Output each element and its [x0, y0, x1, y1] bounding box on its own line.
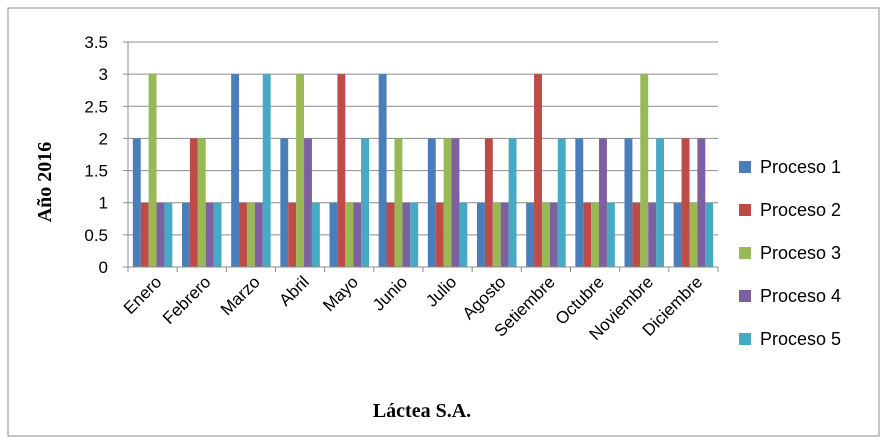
bar-proceso-4 [254, 202, 263, 267]
bar-proceso-4 [353, 202, 362, 267]
axes [123, 41, 719, 272]
bar-proceso-2 [288, 202, 297, 267]
legend-label: Proceso 5 [760, 329, 841, 349]
bar-proceso-2 [239, 202, 247, 267]
bar-proceso-1 [624, 138, 633, 267]
bar-proceso-4 [205, 202, 214, 267]
bar-proceso-5 [164, 202, 173, 267]
bar-proceso-5 [311, 202, 320, 267]
bar-proceso-1 [329, 202, 338, 267]
bar-proceso-5 [262, 74, 271, 268]
bar-proceso-3 [541, 202, 550, 267]
bar-proceso-4 [402, 202, 411, 267]
bar-proceso-1 [477, 202, 485, 267]
legend: Proceso 1 Proceso 2 Proceso 3 Proceso 4 Proc… [739, 157, 841, 349]
bar-proceso-3 [443, 138, 452, 267]
bar-proceso-4 [549, 202, 558, 267]
bar-proceso-3 [197, 138, 206, 267]
plot-area [132, 74, 714, 268]
bar-proceso-2 [484, 138, 493, 267]
y-tick-label: 2 [99, 129, 108, 148]
y-axis-title: Año 2016 [34, 142, 56, 223]
bar-proceso-4 [304, 138, 312, 267]
y-tick-label: 0.5 [84, 226, 108, 245]
bar-proceso-5 [656, 138, 664, 267]
y-axis-tick-labels: 0 0.5 1 1.5 2 2.5 3 3.5 [84, 33, 108, 277]
bar-proceso-4 [599, 138, 607, 267]
bar-proceso-1 [182, 202, 190, 267]
bar-proceso-3 [492, 202, 501, 267]
bar-proceso-1 [575, 138, 584, 267]
bar-proceso-4 [451, 138, 460, 267]
bar-proceso-1 [427, 138, 436, 267]
bar-proceso-2 [386, 202, 395, 267]
bar-proceso-3 [296, 74, 305, 268]
legend-label: Proceso 4 [760, 286, 841, 306]
bar-proceso-2 [337, 74, 346, 268]
bar-proceso-4 [697, 138, 706, 267]
legend-swatch [739, 161, 751, 173]
y-tick-label: 0 [99, 258, 108, 277]
bar-proceso-5 [361, 138, 369, 267]
bar-proceso-2 [189, 138, 198, 267]
bar-proceso-5 [705, 202, 714, 267]
bar-proceso-4 [648, 202, 657, 267]
x-axis-title: Láctea S.A. [373, 400, 471, 422]
bar-proceso-3 [345, 202, 354, 267]
bar-proceso-5 [410, 202, 419, 267]
legend-swatch [739, 204, 751, 216]
bar-proceso-3 [246, 202, 255, 267]
legend-label: Proceso 2 [760, 200, 841, 220]
y-tick-label: 1 [99, 194, 108, 213]
bar-proceso-2 [140, 202, 149, 267]
bar-proceso-2 [632, 202, 641, 267]
bar-proceso-3 [640, 74, 649, 268]
y-tick-label: 1.5 [84, 162, 108, 181]
legend-label: Proceso 1 [760, 157, 841, 177]
bar-proceso-1 [673, 202, 682, 267]
bar-proceso-5 [459, 202, 468, 267]
bar-proceso-3 [689, 202, 698, 267]
bar-proceso-2 [435, 202, 444, 267]
bar-proceso-3 [394, 138, 403, 267]
gridlines [128, 41, 718, 236]
bar-proceso-4 [500, 202, 509, 267]
legend-swatch [739, 290, 751, 302]
bar-proceso-1 [231, 74, 240, 268]
y-tick-label: 3 [99, 65, 108, 84]
bar-proceso-2 [583, 202, 592, 267]
bar-proceso-5 [508, 138, 517, 267]
bar-proceso-3 [148, 74, 157, 268]
bar-proceso-5 [606, 202, 615, 267]
y-tick-label: 3.5 [84, 33, 108, 52]
bar-proceso-1 [378, 74, 387, 268]
bar-proceso-3 [591, 202, 600, 267]
bar-proceso-5 [213, 202, 222, 267]
bar-proceso-2 [681, 138, 690, 267]
legend-swatch [739, 247, 751, 259]
y-tick-label: 2.5 [84, 97, 108, 116]
legend-label: Proceso 3 [760, 243, 841, 263]
bar-proceso-4 [156, 202, 165, 267]
bar-proceso-1 [280, 138, 289, 267]
bar-proceso-2 [534, 74, 542, 268]
legend-swatch [739, 333, 751, 345]
bar-proceso-1 [526, 202, 535, 267]
bar-proceso-5 [557, 138, 566, 267]
bar-proceso-1 [132, 138, 141, 267]
